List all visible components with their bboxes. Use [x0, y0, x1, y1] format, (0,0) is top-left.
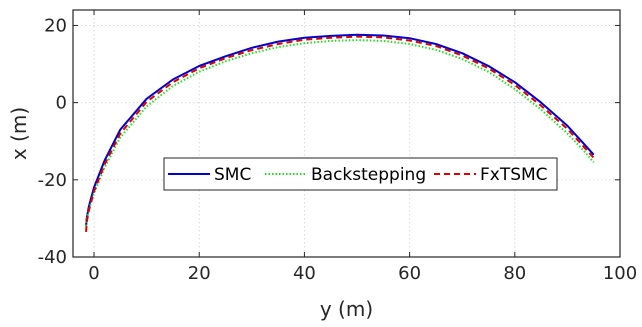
series-line-smc — [85, 33, 595, 227]
y-axis-label: x (m) — [7, 107, 31, 160]
x-tick-label: 20 — [188, 263, 211, 284]
legend: SMC Backstepping FxTSMC — [163, 157, 558, 191]
series-group — [85, 33, 595, 232]
x-axis-label: y (m) — [320, 297, 373, 321]
legend-label-backstepping: Backstepping — [311, 165, 426, 185]
y-tick-label: -20 — [38, 170, 67, 191]
y-tick-label: 0 — [56, 93, 67, 114]
x-tick-label: 100 — [603, 263, 637, 284]
grid — [73, 10, 621, 258]
legend-label-smc: SMC — [214, 165, 251, 185]
x-tick-label: 0 — [88, 263, 99, 284]
legend-box — [163, 157, 558, 191]
x-tick-label: 40 — [293, 263, 316, 284]
series-line-backstepping — [85, 39, 595, 227]
series-line-fxtsmc — [85, 35, 595, 232]
y-tick-label: 20 — [44, 15, 67, 36]
x-tick-label: 60 — [398, 263, 421, 284]
legend-label-fxtsmc: FxTSMC — [480, 165, 548, 185]
y-tick-label: -40 — [38, 247, 67, 268]
plot-frame — [72, 9, 621, 258]
axis-ticks: 0 20 40 60 80 100 -40 -20 0 20 — [38, 10, 637, 284]
x-tick-label: 80 — [503, 263, 526, 284]
